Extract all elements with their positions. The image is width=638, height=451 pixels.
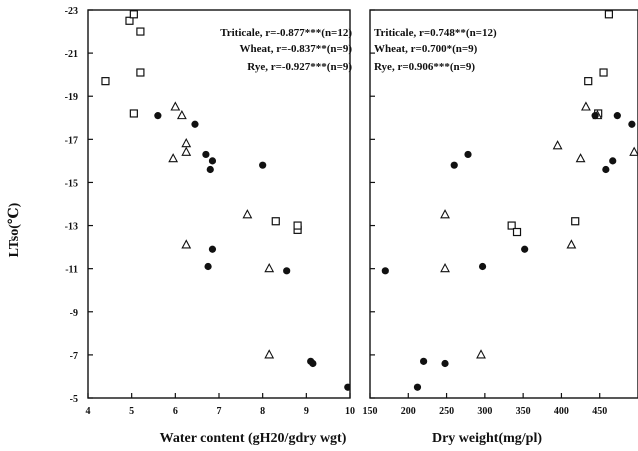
point-rye <box>521 245 529 253</box>
point-wheat <box>440 209 450 219</box>
legend-entry: Rye, r=-0.927***(n=9) <box>247 61 352 73</box>
point-rye <box>381 267 389 275</box>
point-triticale <box>584 77 593 86</box>
y-tick-label: -5 <box>70 394 78 405</box>
x-axis-title: Dry weight(mg/pl) <box>432 431 542 446</box>
x-tick-label: 250 <box>439 406 454 417</box>
x-tick-label: 10 <box>345 406 355 417</box>
point-rye <box>202 150 210 159</box>
point-triticale <box>293 221 302 230</box>
x-tick-label: 150 <box>363 406 378 417</box>
point-triticale <box>571 217 580 226</box>
point-triticale <box>125 16 134 25</box>
legend-entry: Wheat, r=0.700*(n=9) <box>374 43 478 55</box>
panel-2: 150 200 250 300 350 400 450 Dry weight(mg/pl) Tr… <box>363 9 638 446</box>
point-wheat <box>566 239 577 249</box>
point-triticale <box>507 221 516 230</box>
point-triticale <box>512 227 522 237</box>
point-rye <box>208 245 217 253</box>
point-rye <box>259 161 267 169</box>
point-wheat <box>181 239 192 249</box>
point-rye <box>478 262 487 271</box>
point-wheat <box>168 153 179 163</box>
point-triticale <box>101 77 110 86</box>
point-rye <box>450 161 458 169</box>
point-rye <box>628 120 636 128</box>
point-wheat <box>575 153 586 163</box>
points-group <box>101 10 350 391</box>
point-rye <box>309 359 317 368</box>
y-tick-label: -11 <box>65 265 78 276</box>
legend-entry: Rye, r=0.906***(n=9) <box>374 61 475 73</box>
y-tick-label: -17 <box>65 135 78 146</box>
points-group <box>381 10 638 391</box>
point-wheat <box>181 137 192 148</box>
panel-1: 4 5 6 7 8 9 10 -5 -7 -9 -11 -13 -15 -17 -19 -21 -23 Water… <box>65 6 355 446</box>
point-triticale <box>129 10 138 19</box>
point-rye <box>413 383 422 391</box>
plot-frame <box>369 9 638 399</box>
point-triticale <box>136 27 145 36</box>
point-triticale <box>599 68 608 77</box>
y-tick-label: -15 <box>65 178 78 189</box>
point-wheat <box>264 262 275 273</box>
y-tick-label: -19 <box>65 92 78 103</box>
point-rye <box>204 262 212 271</box>
x-tick-label: 5 <box>129 406 134 417</box>
x-tick-label: 300 <box>477 406 492 417</box>
x-tick-label: 7 <box>217 406 222 417</box>
y-axis-label: LTso(℃) <box>7 202 22 257</box>
point-wheat <box>476 349 486 359</box>
point-rye <box>283 267 291 275</box>
point-wheat <box>629 146 638 156</box>
point-wheat <box>181 146 192 156</box>
legend-entry: Triticale, r=-0.877***(n=12) <box>220 27 352 39</box>
point-wheat <box>170 101 181 111</box>
point-triticale <box>129 109 138 118</box>
y-tick-label: -13 <box>65 222 78 233</box>
point-triticale <box>271 217 280 226</box>
x-tick-label: 400 <box>554 406 569 417</box>
legend-entry: Wheat, r=-0.837**(n=9) <box>240 43 353 55</box>
x-tick-label: 8 <box>260 406 265 417</box>
point-rye <box>206 165 214 174</box>
y-tick-label: -7 <box>70 351 78 362</box>
point-wheat <box>440 262 450 273</box>
x-tick-label: 200 <box>401 406 416 417</box>
point-rye <box>613 112 621 120</box>
point-rye <box>208 157 217 165</box>
point-rye <box>191 120 199 128</box>
point-triticale <box>604 10 614 19</box>
legend-entry: Triticale, r=0.748**(n=12) <box>374 27 497 39</box>
y-tick-label: -9 <box>70 308 78 319</box>
point-rye <box>464 150 472 159</box>
x-axis-title: Water content (gH20/gdry wgt) <box>160 431 347 446</box>
point-rye <box>602 165 610 174</box>
point-rye <box>420 357 428 365</box>
point-rye <box>154 112 162 120</box>
point-rye <box>609 157 617 165</box>
point-triticale <box>136 68 145 77</box>
y-tick-label: -23 <box>65 6 78 17</box>
point-wheat <box>242 209 253 219</box>
point-wheat <box>176 109 187 120</box>
point-wheat <box>264 349 275 359</box>
x-tick-label: 4 <box>86 406 91 417</box>
point-wheat <box>552 140 563 150</box>
point-rye <box>591 112 599 120</box>
point-rye <box>441 359 449 368</box>
x-tick-label: 450 <box>592 406 607 417</box>
point-rye <box>344 383 350 391</box>
x-tick-label: 9 <box>304 406 309 417</box>
x-tick-label: 350 <box>516 406 531 417</box>
y-tick-label: -21 <box>65 49 78 60</box>
point-wheat <box>581 101 591 111</box>
x-tick-label: 6 <box>173 406 178 417</box>
